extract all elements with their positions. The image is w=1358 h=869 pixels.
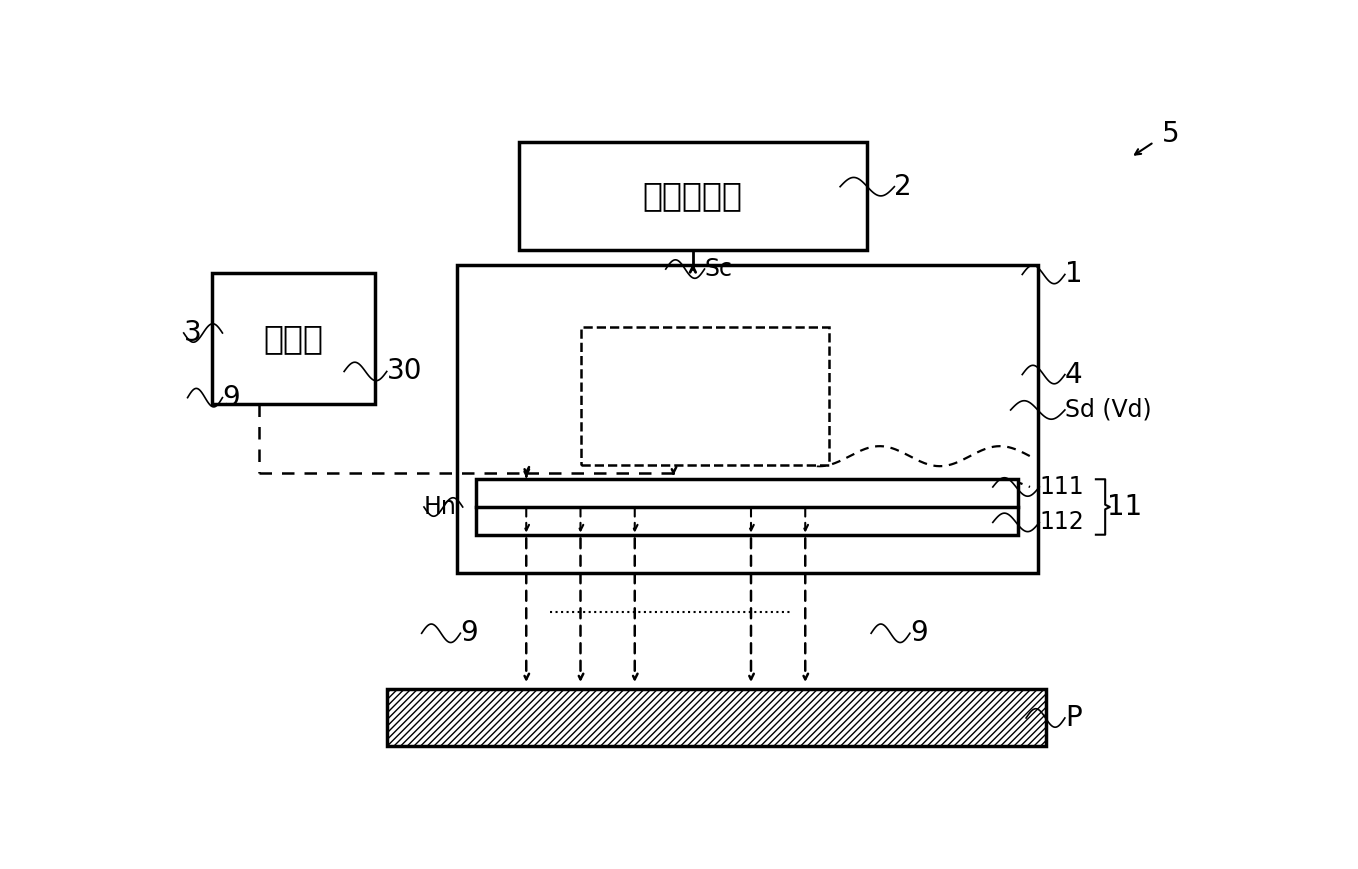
Text: 111: 111 <box>1039 475 1084 499</box>
Text: 1: 1 <box>1065 261 1082 289</box>
Text: Sc: Sc <box>705 257 732 281</box>
Text: 30: 30 <box>387 357 422 386</box>
Bar <box>519 142 868 249</box>
Text: 印刷控制部: 印刷控制部 <box>642 179 743 212</box>
Bar <box>387 689 1046 746</box>
Bar <box>475 480 1018 534</box>
Text: 9: 9 <box>910 620 928 647</box>
Bar <box>456 265 1038 574</box>
Bar <box>212 273 375 404</box>
Text: 112: 112 <box>1039 510 1084 534</box>
Text: 3: 3 <box>183 319 201 347</box>
Text: Sd (Vd): Sd (Vd) <box>1065 398 1152 422</box>
Bar <box>580 327 828 466</box>
Text: 9: 9 <box>460 620 478 647</box>
Text: 9: 9 <box>223 383 240 412</box>
Text: P: P <box>1065 704 1081 732</box>
Text: Hn: Hn <box>424 495 456 519</box>
Text: 墅水罐: 墅水罐 <box>263 322 323 355</box>
Text: 5: 5 <box>1161 120 1179 149</box>
Text: 11: 11 <box>1108 493 1142 521</box>
Text: 2: 2 <box>895 173 913 201</box>
Text: 4: 4 <box>1065 361 1082 388</box>
